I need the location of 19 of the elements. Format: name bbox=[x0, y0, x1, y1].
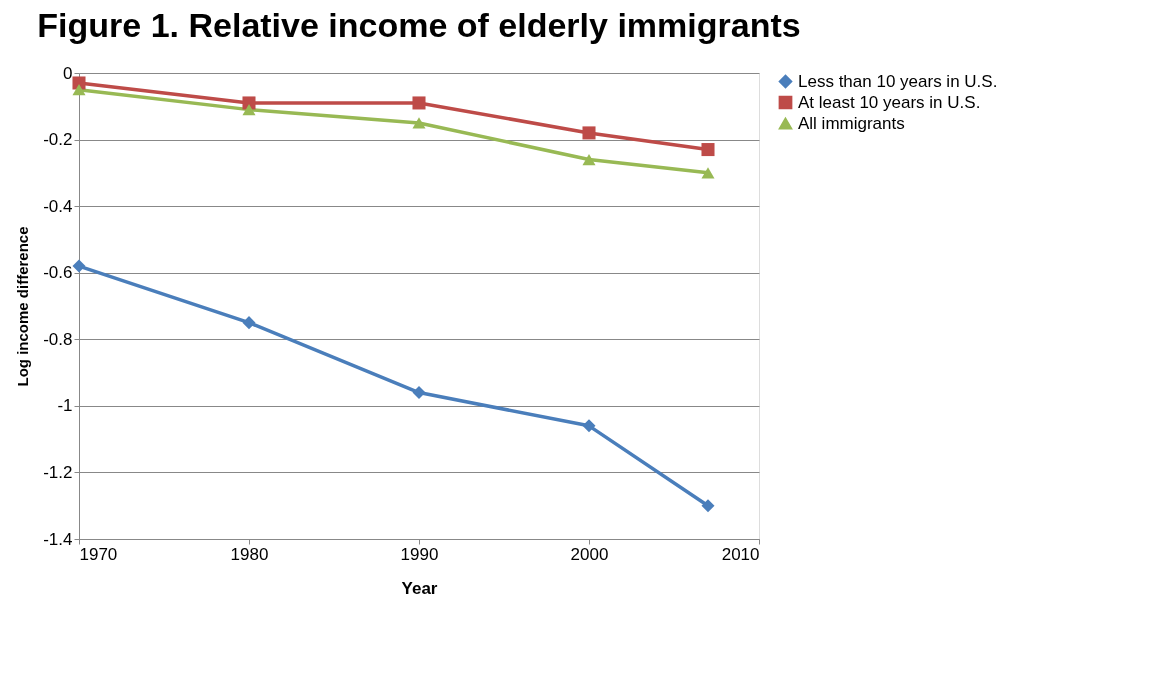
chart-title: Figure 1. Relative income of elderly immigrants bbox=[37, 6, 801, 44]
y-tick-label: -0.8 bbox=[43, 329, 73, 349]
x-tick-label: 2000 bbox=[570, 544, 609, 564]
x-axis-title: Year bbox=[401, 578, 438, 598]
legend-label: At least 10 years in U.S. bbox=[798, 92, 981, 112]
legend-label: Less than 10 years in U.S. bbox=[798, 71, 998, 91]
y-tick-label: -1 bbox=[57, 396, 73, 416]
y-tick-label: -1.4 bbox=[43, 529, 73, 549]
legend-label: All immigrants bbox=[798, 113, 905, 133]
y-tick-label: 0 bbox=[63, 63, 73, 83]
y-tick-label: -0.4 bbox=[43, 196, 73, 216]
x-tick-label: 1970 bbox=[79, 544, 118, 564]
x-tick-label: 2010 bbox=[721, 544, 760, 564]
y-axis-title: Log income difference bbox=[14, 226, 32, 387]
x-tick-label: 1990 bbox=[400, 544, 439, 564]
y-tick-label: -0.6 bbox=[43, 263, 73, 283]
y-tick-label: -0.2 bbox=[43, 130, 73, 150]
x-tick-label: 1980 bbox=[230, 544, 269, 564]
y-tick-label: -1.2 bbox=[43, 462, 73, 482]
